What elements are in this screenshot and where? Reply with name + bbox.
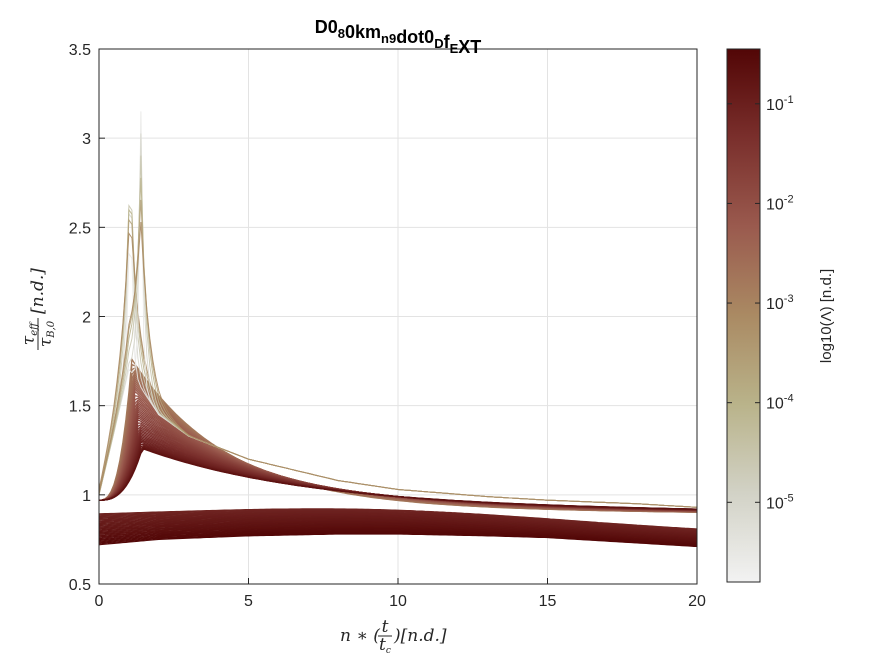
curve-lower xyxy=(99,530,697,545)
svg-text:n ∗ (: n ∗ ( xyxy=(340,626,380,646)
colorbar-tick-label: 10-2 xyxy=(766,193,794,213)
svg-text:t: t xyxy=(382,617,389,637)
title-part: dot0 xyxy=(396,27,434,47)
colorbar xyxy=(726,48,761,583)
title-part: XT xyxy=(458,37,481,57)
title-part: 0km xyxy=(345,22,381,42)
colorbar-tick-label: 10-5 xyxy=(766,492,794,512)
curve-lower xyxy=(99,531,697,547)
curve-family xyxy=(99,111,697,548)
x-tick-label: 0 xyxy=(95,593,104,610)
colorbar-tick-label: 10-3 xyxy=(766,293,794,313)
y-ticks: 0.5 1 1.5 2 2.5 3 3.5 xyxy=(69,42,105,594)
x-tick-label: 5 xyxy=(244,593,253,610)
curve-lower xyxy=(99,509,697,531)
y-tick-label: 0.5 xyxy=(69,577,91,594)
colorbar-label: log10(Λ) [n.d.] xyxy=(818,269,835,363)
curve-lower xyxy=(99,519,697,537)
y-tick-label: 1.5 xyxy=(69,399,91,416)
x-tick-label: 15 xyxy=(539,593,557,610)
curve-decaying xyxy=(99,448,697,510)
x-tick-label: 10 xyxy=(389,593,407,610)
title-part: f xyxy=(444,32,451,52)
y-tick-label: 2 xyxy=(82,310,91,327)
curve-lower xyxy=(99,526,697,543)
curve-lower xyxy=(99,528,697,544)
x-axis-label: n ∗ (ttc)[n.d.] xyxy=(340,617,447,656)
chart-title: D080kmn9dot0DfEXT xyxy=(315,17,482,57)
title-part: E xyxy=(450,41,459,56)
curve-lower xyxy=(99,514,697,534)
colorbar-tick-label: 10-4 xyxy=(766,393,794,413)
curve-lower xyxy=(99,520,697,538)
svg-text:)[n.d.]: )[n.d.] xyxy=(393,626,447,646)
colorbar-tick-label: 10-1 xyxy=(766,94,794,114)
x-tick-label: 20 xyxy=(688,593,706,610)
svg-text:[n.d.]: [n.d.] xyxy=(28,268,48,314)
curve-lower xyxy=(99,528,697,544)
y-tick-label: 3.5 xyxy=(69,42,91,59)
y-tick-label: 3 xyxy=(82,131,91,148)
x-ticks: 0 5 10 15 20 xyxy=(95,578,706,610)
curve-lower xyxy=(99,522,697,540)
y-tick-label: 1 xyxy=(82,488,91,505)
curve-lower xyxy=(99,515,697,535)
curve-lower xyxy=(99,508,697,530)
curve-lower xyxy=(99,511,697,532)
title-part: D xyxy=(434,36,443,51)
curve-lower xyxy=(99,533,697,548)
curve-lower xyxy=(99,512,697,533)
curve-lower xyxy=(99,523,697,541)
curve-spike xyxy=(99,221,697,508)
grid xyxy=(99,49,697,584)
curve-lower xyxy=(99,517,697,536)
svg-text:tc: tc xyxy=(379,635,391,656)
curve-lower xyxy=(99,525,697,542)
title-part: D0 xyxy=(315,17,338,37)
title-part: n9 xyxy=(381,31,396,46)
title-part: 8 xyxy=(338,26,345,41)
y-tick-label: 2.5 xyxy=(69,220,91,237)
